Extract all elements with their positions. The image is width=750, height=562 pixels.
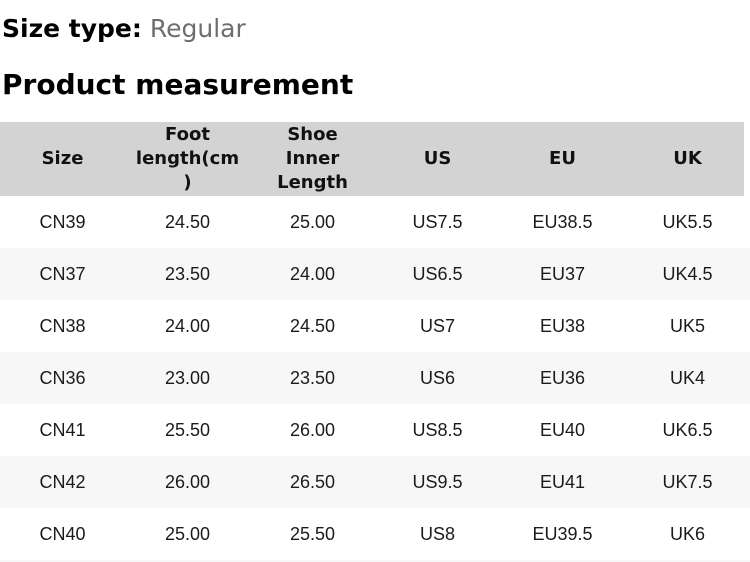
cell-foot-length: 24.00 [164,315,211,336]
size-type-value: Regular [149,14,246,43]
cell-shoe-inner-length: 26.00 [289,419,336,440]
cell-uk: UK6.5 [662,419,713,440]
cell-eu: EU38.5 [532,211,593,232]
cell-uk: UK4 [625,352,750,404]
cell-eu: EU36 [500,352,625,404]
cell-shoe-inner-length: 23.50 [250,352,375,404]
col-header-eu: EU [500,122,625,196]
cell-uk: UK7.5 [625,456,750,508]
cell-us: US7 [419,315,455,336]
cell-foot-length: 26.00 [125,456,250,508]
cell-shoe-inner-length: 25.50 [289,523,336,544]
cell-us: US8.5 [412,419,463,440]
cell-size: CN37 [0,248,125,300]
cell-size: CN36 [0,352,125,404]
table-row: CN39 24.50 25.00 US7.5 EU38.5 UK5.5 [0,196,750,248]
size-chart-header: Size Foot length(cm ) Shoe Inner Length … [0,122,750,196]
col-header-size: Size [0,122,125,196]
cell-foot-length: 23.50 [125,248,250,300]
cell-size: CN38 [39,315,86,336]
page-title: Product measurement [2,68,354,101]
table-row: CN41 25.50 26.00 US8.5 EU40 UK6.5 [0,404,750,456]
table-row: CN36 23.00 23.50 US6 EU36 UK4 [0,352,750,404]
cell-eu: EU40 [539,419,586,440]
cell-size: CN41 [39,419,86,440]
col-header-shoe-inner-length: Shoe Inner Length [250,122,375,196]
cell-foot-length: 24.50 [164,211,211,232]
size-chart-table: Size Foot length(cm ) Shoe Inner Length … [0,122,750,560]
size-chart-body: CN39 24.50 25.00 US7.5 EU38.5 UK5.5 CN37… [0,196,750,560]
table-row: CN42 26.00 26.50 US9.5 EU41 UK7.5 [0,456,750,508]
cell-us: US6 [375,352,500,404]
size-type-line: Size type: Regular [0,0,750,45]
cell-shoe-inner-length: 24.50 [289,315,336,336]
cell-uk: UK4.5 [625,248,750,300]
cell-size: CN39 [39,211,86,232]
cell-foot-length: 25.00 [164,523,211,544]
cell-eu: EU39.5 [532,523,593,544]
cell-size: CN42 [0,456,125,508]
cell-shoe-inner-length: 24.00 [250,248,375,300]
size-type-label: Size type: [2,14,142,43]
col-header-uk: UK [625,122,750,196]
cell-us: US9.5 [375,456,500,508]
cell-eu: EU41 [500,456,625,508]
cell-shoe-inner-length: 26.50 [250,456,375,508]
cell-eu: EU38 [539,315,586,336]
cell-us: US8 [419,523,455,544]
cell-size: CN40 [39,523,86,544]
table-row: CN37 23.50 24.00 US6.5 EU37 UK4.5 [0,248,750,300]
cell-us: US7.5 [412,211,463,232]
cell-shoe-inner-length: 25.00 [289,211,336,232]
cell-foot-length: 23.00 [125,352,250,404]
cell-eu: EU37 [500,248,625,300]
table-row: CN38 24.00 24.50 US7 EU38 UK5 [0,300,750,352]
col-header-us: US [375,122,500,196]
cell-uk: UK6 [669,523,705,544]
table-header-row: Size Foot length(cm ) Shoe Inner Length … [0,122,750,196]
cell-uk: UK5 [669,315,705,336]
col-header-foot-length: Foot length(cm ) [125,122,250,196]
table-row-partial-clipped [0,560,750,562]
cell-us: US6.5 [375,248,500,300]
cell-uk: UK5.5 [662,211,713,232]
cell-foot-length: 25.50 [164,419,211,440]
table-row: CN40 25.00 25.50 US8 EU39.5 UK6 [0,508,750,560]
